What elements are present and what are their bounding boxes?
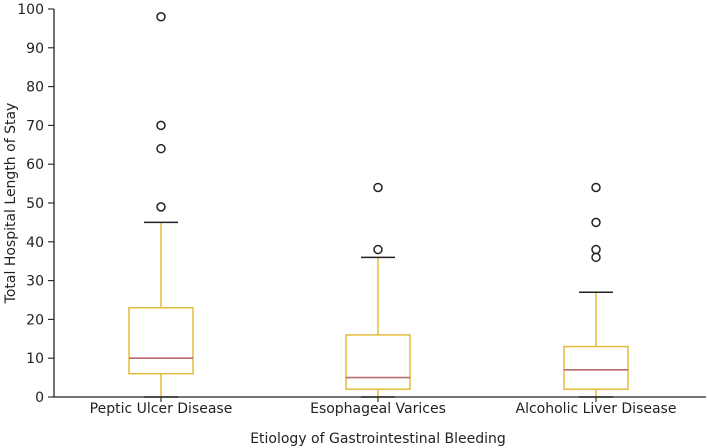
iqr-box — [563, 345, 629, 390]
outlier-point — [373, 182, 383, 193]
y-tick-label: 0 — [35, 390, 44, 406]
x-axis-label: Etiology of Gastrointestinal Bleeding — [250, 431, 506, 447]
y-tick-label: 60 — [26, 157, 44, 173]
y-tick-label: 50 — [26, 196, 44, 212]
plot-area: 0 10 20 30 40 50 60 70 80 90 100 Peptic Ulcer Disea… — [17, 2, 706, 417]
iqr-box — [345, 334, 411, 390]
outlier-point — [156, 143, 166, 154]
x-tick-label: Peptic Ulcer Disease — [90, 401, 233, 417]
x-tick-label: Alcoholic Liver Disease — [516, 401, 677, 417]
outlier-point — [591, 182, 601, 193]
y-tick-label: 90 — [26, 41, 44, 57]
outlier-point — [156, 12, 166, 22]
y-axis-label: Total Hospital Length of Stay — [3, 103, 19, 305]
outlier-point — [591, 217, 601, 228]
outlier-point — [373, 244, 383, 255]
outlier-point — [156, 202, 166, 212]
outlier-point — [591, 252, 601, 263]
y-tick-label: 70 — [26, 118, 44, 134]
y-tick-label: 20 — [26, 312, 44, 328]
y-tick-label: 40 — [26, 235, 44, 251]
outlier-point — [156, 120, 166, 131]
outlier-point — [591, 244, 601, 255]
y-tick-label: 100 — [17, 2, 44, 18]
y-tick-label: 80 — [26, 80, 44, 96]
y-tick-label: 30 — [26, 274, 44, 290]
x-tick-label: Esophageal Varices — [310, 401, 446, 417]
y-tick-label: 10 — [26, 351, 44, 367]
iqr-box — [128, 307, 194, 375]
